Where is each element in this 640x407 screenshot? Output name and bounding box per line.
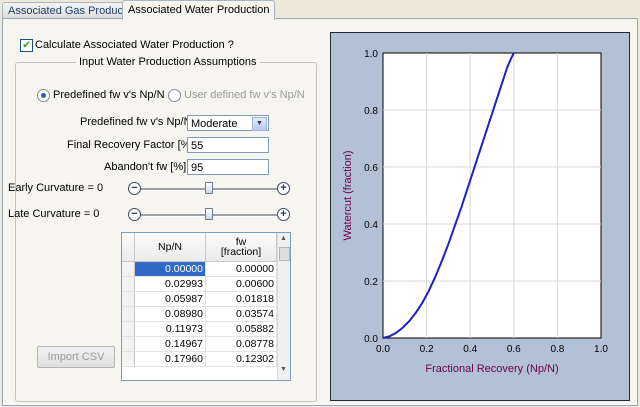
cell-fw[interactable]: 0.05882	[205, 321, 277, 337]
x-tick-label: 0.8	[550, 344, 564, 355]
x-tick-label: 0.6	[507, 344, 521, 355]
tab-strip: Associated Gas Production Associated Wat…	[0, 0, 640, 20]
watercut-series-line	[382, 52, 515, 339]
tab-associated-water-production[interactable]: Associated Water Production	[122, 0, 276, 20]
x-tick-label: 0.0	[376, 344, 390, 355]
row-header[interactable]	[122, 306, 135, 322]
tab-content-panel: ✔ Calculate Associated Water Production …	[2, 18, 638, 406]
cell-fw[interactable]: 0.03574	[205, 306, 277, 322]
calculate-water-checkbox[interactable]: ✔	[20, 39, 33, 52]
cell-np-n[interactable]: 0.17960	[134, 351, 206, 367]
late-curvature-minus-icon[interactable]: −	[128, 208, 141, 221]
y-tick-label: 0.6	[364, 163, 378, 174]
abandon-fw-label: Abandon't fw [%]	[104, 161, 187, 173]
predefined-select-value: Moderate	[191, 118, 238, 130]
group-title: Input Water Production Assumptions	[76, 56, 260, 68]
chevron-down-icon[interactable]: ▼	[252, 117, 267, 131]
y-tick-label: 1.0	[364, 49, 378, 60]
cell-fw[interactable]: 0.08778	[205, 336, 277, 352]
early-curvature-minus-icon[interactable]: −	[128, 182, 141, 195]
y-axis-label: Watercut (fraction)	[342, 150, 354, 240]
y-tick-label: 0.4	[364, 220, 378, 231]
cell-fw[interactable]: 0.00000	[205, 261, 277, 277]
y-tick-label: 0.8	[364, 106, 378, 117]
cell-fw[interactable]: 0.00600	[205, 276, 277, 292]
final-recovery-input[interactable]: 55	[187, 137, 269, 153]
user-defined-radio[interactable]	[168, 89, 181, 102]
x-tick-label: 0.4	[463, 344, 477, 355]
scroll-thumb[interactable]	[279, 247, 290, 261]
cell-np-n[interactable]: 0.05987	[134, 291, 206, 307]
table-row[interactable]: 0.00000 0.00000	[122, 261, 277, 277]
y-tick-label: 0.2	[364, 277, 378, 288]
cell-np-n[interactable]: 0.11973	[134, 321, 206, 337]
scroll-down-icon[interactable]: ▼	[280, 366, 287, 373]
predefined-select-label: Predefined fw v's Np/N	[80, 116, 192, 128]
predefined-select[interactable]: Moderate ▼	[187, 115, 269, 131]
row-header[interactable]	[122, 321, 135, 337]
early-curvature-plus-icon[interactable]: +	[277, 182, 290, 195]
fw-header-line2: [fraction]	[220, 245, 262, 258]
row-header[interactable]	[122, 261, 135, 277]
tab-associated-gas-production[interactable]: Associated Gas Production	[2, 2, 147, 19]
table-row[interactable]: 0.17960 0.12302	[122, 351, 277, 367]
watercut-chart-svg: 0.0 0.2 0.4 0.6 0.8 1.0 0.0 0.2 0.4 0.6 0.8 1.0 Frac…	[342, 49, 608, 375]
predefined-radio-label: Predefined fw v's Np/N	[53, 89, 165, 101]
import-csv-button[interactable]: Import CSV	[37, 346, 115, 368]
cell-np-n[interactable]: 0.08980	[134, 306, 206, 322]
input-assumptions-group: Input Water Production Assumptions Prede…	[15, 56, 317, 402]
x-tick-label: 0.2	[420, 344, 434, 355]
predefined-radio[interactable]	[37, 89, 50, 102]
late-curvature-label: Late Curvature = 0	[8, 208, 100, 220]
table-row[interactable]: 0.14967 0.08778	[122, 336, 277, 352]
table-row[interactable]: 0.08980 0.03574	[122, 306, 277, 322]
abandon-fw-input[interactable]: 95	[187, 159, 269, 175]
cell-np-n[interactable]: 0.14967	[134, 336, 206, 352]
late-curvature-thumb[interactable]	[205, 208, 213, 220]
cell-np-n[interactable]: 0.02993	[134, 276, 206, 292]
cell-np-n[interactable]: 0.00000	[134, 261, 206, 277]
cell-fw[interactable]: 0.01818	[205, 291, 277, 307]
table-row[interactable]: 0.02993 0.00600	[122, 276, 277, 292]
watercut-chart: 0.0 0.2 0.4 0.6 0.8 1.0 0.0 0.2 0.4 0.6 0.8 1.0 Frac…	[330, 32, 630, 401]
fw-header-line1: fw	[235, 235, 247, 248]
x-tick-label: 1.0	[594, 344, 608, 355]
final-recovery-label: Final Recovery Factor [%]	[67, 139, 194, 151]
cell-fw[interactable]: 0.12302	[205, 351, 277, 367]
user-defined-radio-label: User defined fw v's Np/N	[184, 89, 305, 101]
fw-data-grid[interactable]: Np/N fw [fraction] 0.00000 0.00000 0.02993 0…	[121, 232, 291, 381]
early-curvature-label: Early Curvature = 0	[8, 182, 104, 194]
row-header[interactable]	[122, 351, 135, 367]
x-axis-label: Fractional Recovery (Np/N)	[425, 363, 558, 375]
early-curvature-thumb[interactable]	[205, 182, 213, 194]
calculate-water-label: Calculate Associated Water Production ?	[35, 39, 234, 51]
row-header[interactable]	[122, 291, 135, 307]
column-header-np-n[interactable]: Np/N	[134, 233, 206, 262]
y-tick-label: 0.0	[364, 334, 378, 345]
row-header[interactable]	[122, 276, 135, 292]
grid-scrollbar[interactable]: ▲ ▼	[277, 233, 290, 380]
scroll-up-icon[interactable]: ▲	[280, 235, 287, 242]
plot-area	[382, 52, 602, 339]
table-row[interactable]: 0.05987 0.01818	[122, 291, 277, 307]
grid-corner	[122, 233, 135, 262]
late-curvature-plus-icon[interactable]: +	[277, 208, 290, 221]
column-header-fw[interactable]: fw [fraction]	[205, 233, 277, 262]
table-row[interactable]: 0.11973 0.05882	[122, 321, 277, 337]
row-header[interactable]	[122, 336, 135, 352]
